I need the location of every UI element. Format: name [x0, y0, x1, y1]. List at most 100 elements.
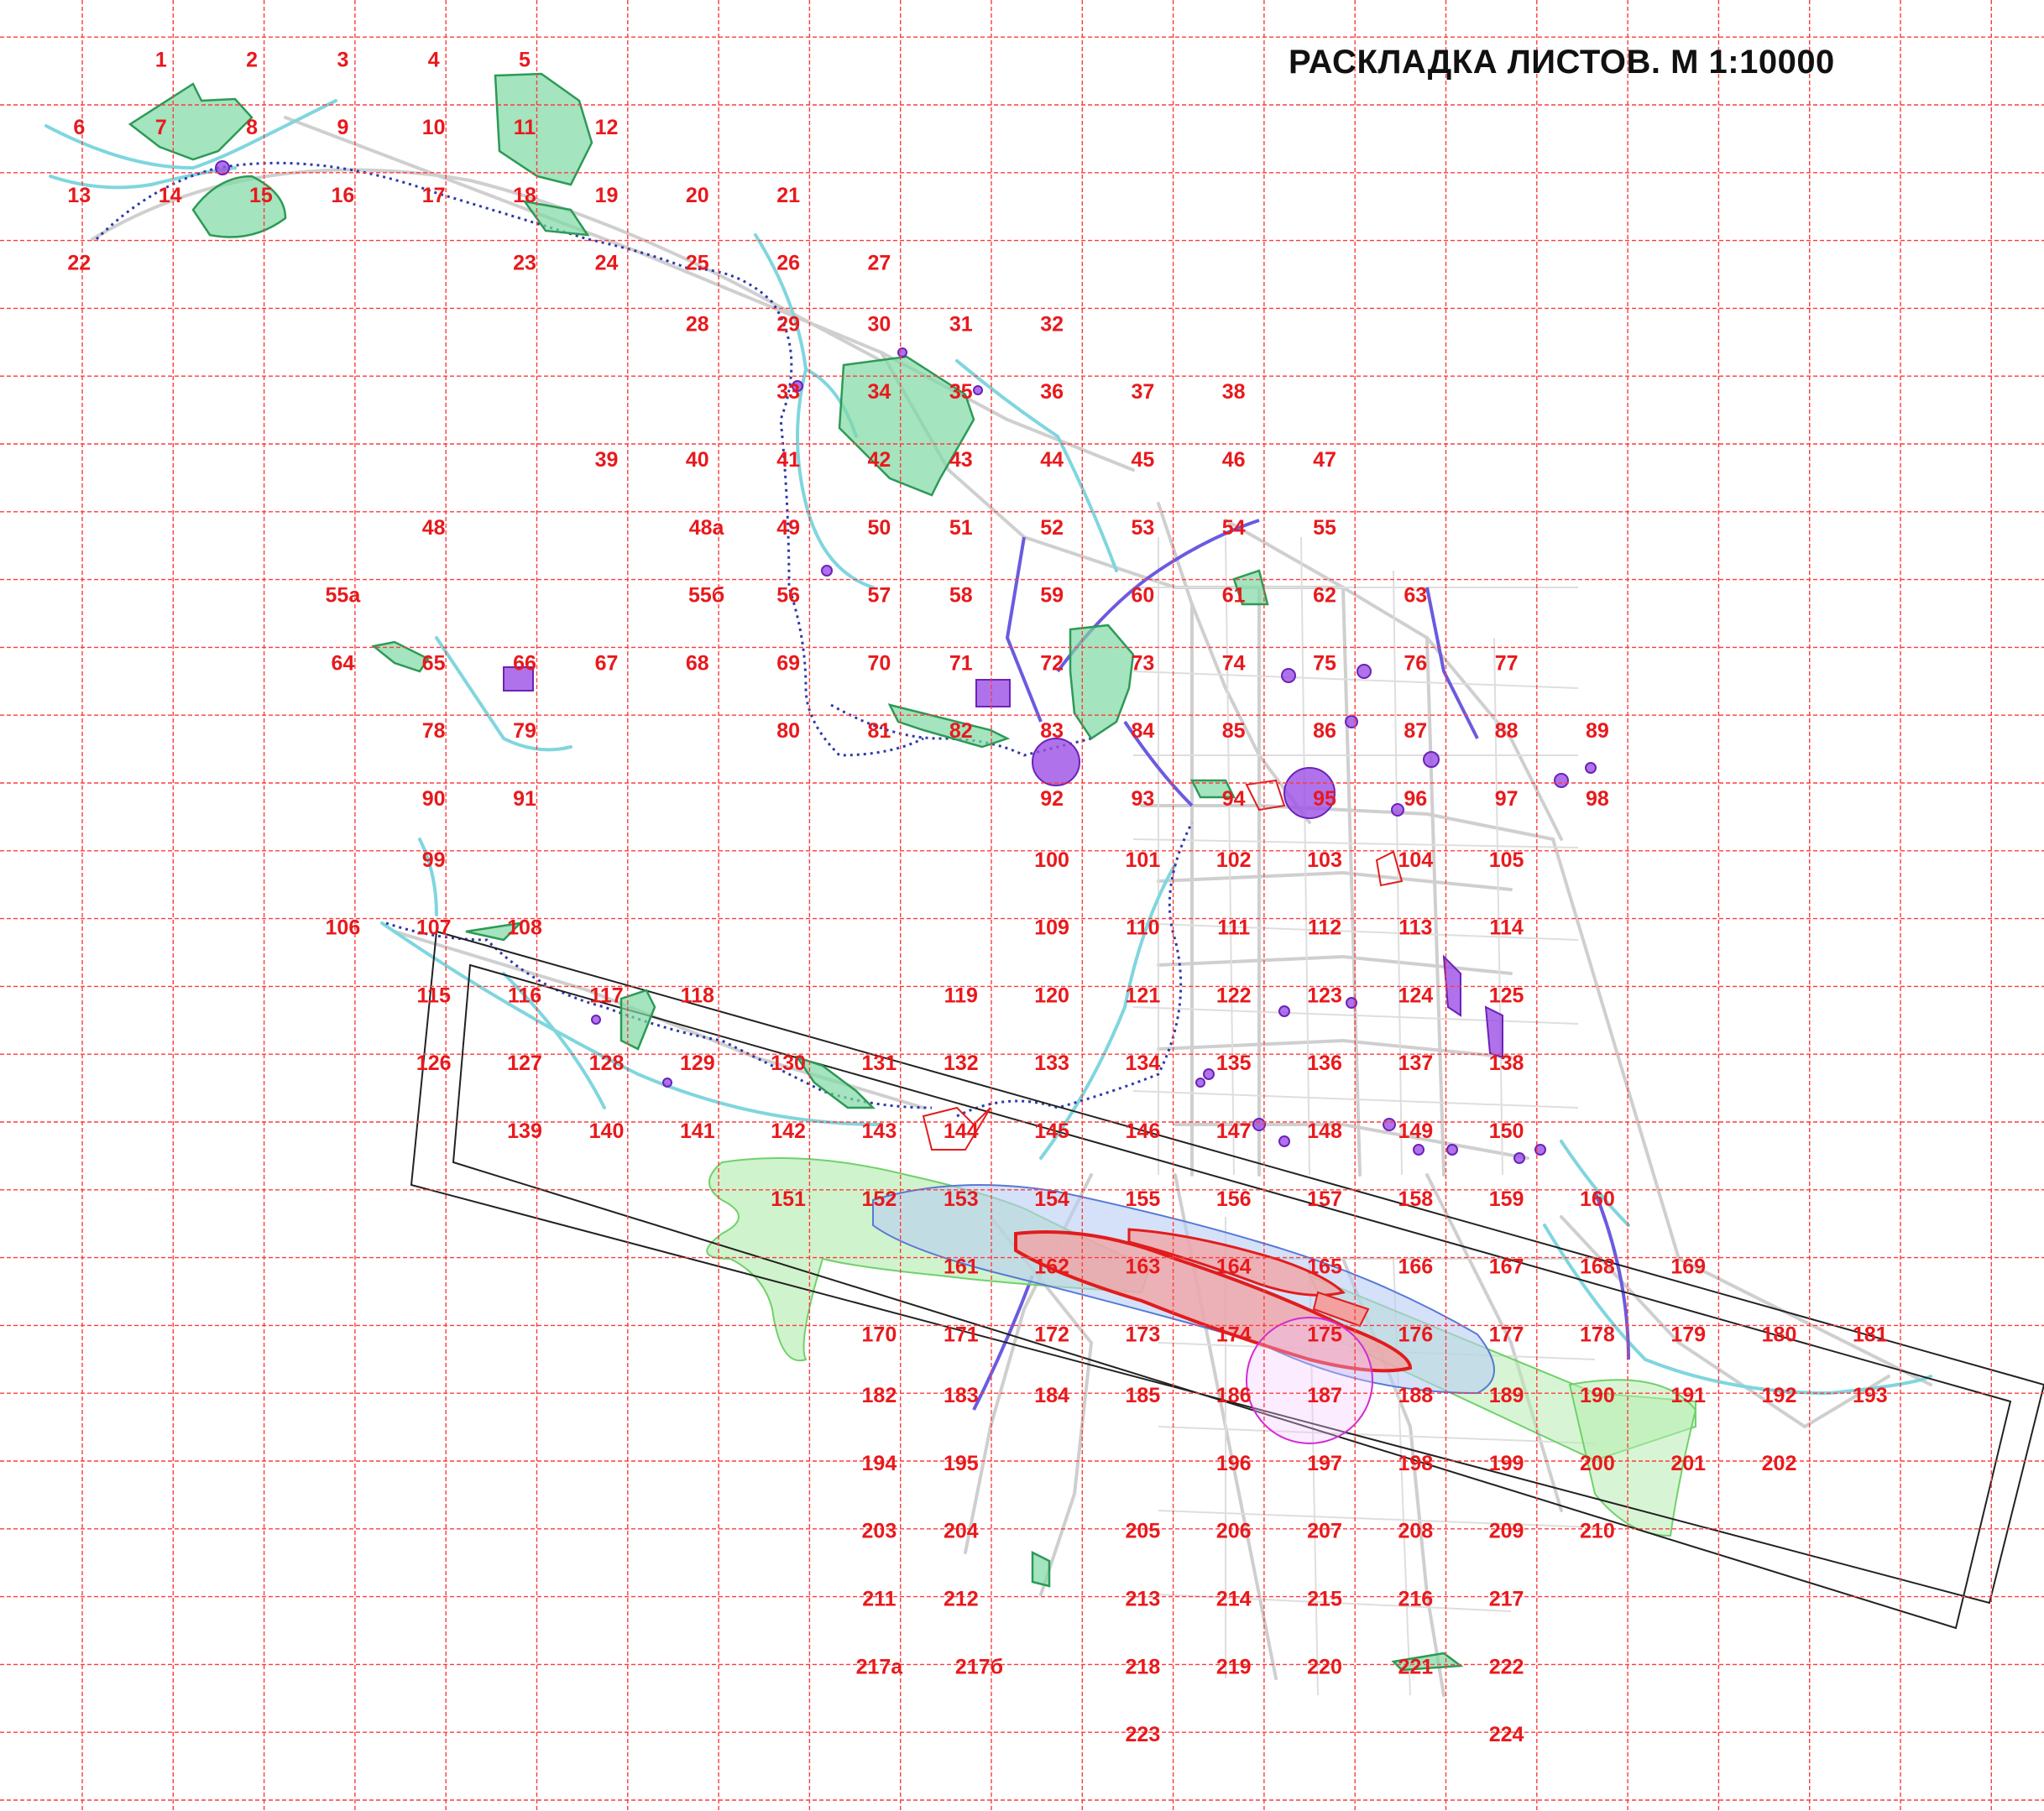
sheet-label-12: 12 — [595, 116, 619, 139]
sheet-label-38: 38 — [1222, 380, 1246, 404]
sheet-label-106: 106 — [326, 916, 361, 940]
sheet-label-161: 161 — [944, 1255, 979, 1279]
sheet-label-36: 36 — [1040, 380, 1064, 404]
sheet-label-29: 29 — [776, 312, 800, 336]
sheet-label-186: 186 — [1216, 1384, 1252, 1407]
sheet-label-49: 49 — [776, 516, 800, 540]
sheet-label-124: 124 — [1398, 984, 1433, 1007]
sheet-label-179: 179 — [1670, 1323, 1706, 1346]
sheet-label-137: 137 — [1398, 1052, 1433, 1075]
sheet-label-176: 176 — [1398, 1323, 1433, 1346]
sheet-label-72: 72 — [1040, 651, 1064, 675]
sheet-label-26: 26 — [776, 252, 800, 275]
sheet-label-205: 205 — [1126, 1520, 1161, 1543]
sheet-label-111: 111 — [1217, 916, 1250, 940]
sheet-label-164: 164 — [1216, 1255, 1252, 1279]
sheet-label-81: 81 — [867, 719, 891, 743]
sheet-label-114: 114 — [1489, 916, 1523, 940]
sheet-label-8: 8 — [246, 116, 258, 139]
sheet-label-130: 130 — [771, 1052, 806, 1075]
sheet-label-133: 133 — [1034, 1052, 1069, 1075]
sheet-label-7: 7 — [155, 116, 167, 139]
sheet-label-2: 2 — [246, 48, 258, 71]
sheet-label-9: 9 — [337, 116, 348, 139]
sheet-label-180: 180 — [1762, 1323, 1797, 1346]
sheet-label-155: 155 — [1126, 1187, 1161, 1211]
sheet-label-63: 63 — [1404, 584, 1427, 608]
sheet-label-209: 209 — [1489, 1520, 1524, 1543]
sheet-label-15: 15 — [249, 184, 273, 207]
sheet-label-120: 120 — [1034, 984, 1069, 1007]
sheet-label-163: 163 — [1126, 1255, 1161, 1279]
sheet-label-86: 86 — [1313, 719, 1336, 743]
sheet-label-78: 78 — [422, 719, 446, 743]
sheet-label-127: 127 — [507, 1052, 542, 1075]
sheet-label-93: 93 — [1131, 787, 1154, 811]
sheet-label-102: 102 — [1216, 848, 1252, 872]
sheet-label-212: 212 — [944, 1588, 979, 1611]
sheet-label-85: 85 — [1222, 719, 1246, 743]
sheet-label-222: 222 — [1489, 1655, 1524, 1678]
sheet-label-27: 27 — [867, 252, 891, 275]
sheet-label-129: 129 — [680, 1052, 715, 1075]
sheet-label-58: 58 — [949, 584, 973, 608]
sheet-label-92: 92 — [1040, 787, 1064, 811]
sheet-label-64: 64 — [331, 651, 354, 675]
sheet-label-206: 206 — [1216, 1520, 1252, 1543]
sheet-label-141: 141 — [680, 1119, 715, 1143]
sheet-label-174: 174 — [1216, 1323, 1252, 1346]
sheet-label-201: 201 — [1670, 1452, 1706, 1475]
sheet-label-126: 126 — [416, 1052, 452, 1075]
sheet-label-74: 74 — [1222, 651, 1246, 675]
sheet-label-69: 69 — [776, 651, 800, 675]
sheet-label-150: 150 — [1489, 1119, 1524, 1143]
sheet-label-65: 65 — [422, 651, 446, 675]
sheet-label-119: 119 — [944, 984, 978, 1007]
sheet-label-170: 170 — [862, 1323, 897, 1346]
sheet-label-151: 151 — [771, 1187, 806, 1211]
sheet-label-175: 175 — [1307, 1323, 1342, 1346]
sheet-label-82: 82 — [949, 719, 973, 743]
sheet-label-224: 224 — [1489, 1723, 1524, 1746]
sheet-label-44: 44 — [1040, 448, 1064, 472]
sheet-label-143: 143 — [862, 1119, 897, 1143]
sheet-label-30: 30 — [867, 312, 891, 336]
sheet-label-220: 220 — [1307, 1655, 1342, 1678]
sheet-label-153: 153 — [944, 1187, 979, 1211]
sheet-label-136: 136 — [1307, 1052, 1342, 1075]
sheet-label-173: 173 — [1126, 1323, 1161, 1346]
sheet-label-77: 77 — [1495, 651, 1519, 675]
sheet-label-14: 14 — [159, 184, 182, 207]
sheet-label-32: 32 — [1040, 312, 1064, 336]
sheet-label-50: 50 — [867, 516, 891, 540]
sheet-label-172: 172 — [1034, 1323, 1069, 1346]
sheet-label-1: 1 — [155, 48, 167, 71]
sheet-label-132: 132 — [944, 1052, 979, 1075]
sheet-label-194: 194 — [862, 1452, 897, 1475]
sheet-label-128: 128 — [589, 1052, 625, 1075]
sheet-label-35: 35 — [949, 380, 973, 404]
sheet-label-117: 117 — [589, 984, 623, 1007]
sheet-label-56: 56 — [776, 584, 800, 608]
sheet-label-217: 217 — [1489, 1588, 1524, 1611]
sheet-label-183: 183 — [944, 1384, 979, 1407]
sheet-label-48: 48 — [422, 516, 446, 540]
sheet-label-80: 80 — [776, 719, 800, 743]
sheet-label-145: 145 — [1034, 1119, 1069, 1143]
sheet-label-215: 215 — [1307, 1588, 1342, 1611]
sheet-label-210: 210 — [1580, 1520, 1615, 1543]
sheet-label-48а: 48а — [689, 516, 725, 540]
sheet-label-76: 76 — [1404, 651, 1427, 675]
sheet-label-203: 203 — [862, 1520, 897, 1543]
sheet-label-39: 39 — [595, 448, 619, 472]
sheet-label-167: 167 — [1489, 1255, 1524, 1279]
sheet-label-154: 154 — [1034, 1187, 1069, 1211]
sheet-label-60: 60 — [1131, 584, 1154, 608]
sheet-label-125: 125 — [1489, 984, 1524, 1007]
sheet-label-221: 221 — [1398, 1655, 1433, 1678]
sheet-label-21: 21 — [776, 184, 800, 207]
sheet-label-101: 101 — [1126, 848, 1161, 872]
sheet-label-19: 19 — [595, 184, 619, 207]
sheet-label-193: 193 — [1853, 1384, 1888, 1407]
